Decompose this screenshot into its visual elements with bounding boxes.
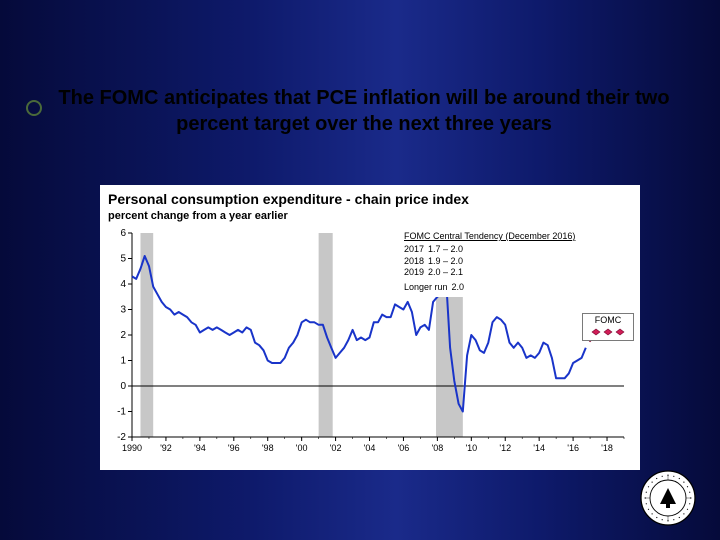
svg-text:'96: '96 — [228, 443, 240, 453]
bullet-icon — [26, 100, 42, 116]
federal-reserve-seal-icon — [640, 470, 696, 526]
svg-text:3: 3 — [120, 305, 126, 316]
legend-fomc: FOMC — [582, 313, 634, 341]
svg-text:'94: '94 — [194, 443, 206, 453]
chart-title: Personal consumption expenditure - chain… — [108, 191, 469, 207]
chart-subtitle: percent change from a year earlier — [108, 210, 288, 222]
svg-text:1990: 1990 — [122, 443, 142, 453]
svg-text:'02: '02 — [330, 443, 342, 453]
annot-title: FOMC Central Tendency (December 2016) — [404, 231, 626, 242]
svg-text:'12: '12 — [499, 443, 511, 453]
svg-text:'14: '14 — [533, 443, 545, 453]
slide: The FOMC anticipates that PCE inflation … — [0, 0, 720, 540]
annot-footer: Longer run2.0 — [404, 282, 468, 293]
svg-text:4: 4 — [120, 279, 126, 290]
svg-text:'00: '00 — [296, 443, 308, 453]
annot-table: 20171.7 – 2.0 20181.9 – 2.0 20192.0 – 2.… — [404, 244, 467, 278]
svg-text:'18: '18 — [601, 443, 613, 453]
svg-text:'98: '98 — [262, 443, 274, 453]
fomc-tendency-box: FOMC Central Tendency (December 2016) 20… — [398, 227, 632, 297]
svg-text:1: 1 — [120, 356, 126, 367]
svg-text:-2: -2 — [117, 432, 126, 443]
slide-headline: The FOMC anticipates that PCE inflation … — [48, 85, 680, 137]
svg-text:'08: '08 — [432, 443, 444, 453]
chart-card: Personal consumption expenditure - chain… — [100, 185, 640, 470]
svg-text:6: 6 — [120, 228, 126, 239]
svg-text:0: 0 — [120, 381, 126, 392]
svg-text:5: 5 — [120, 254, 126, 265]
svg-text:'04: '04 — [364, 443, 376, 453]
svg-text:'10: '10 — [465, 443, 477, 453]
svg-text:-1: -1 — [117, 407, 126, 418]
svg-text:'06: '06 — [398, 443, 410, 453]
svg-text:'16: '16 — [567, 443, 579, 453]
legend-label: FOMC — [595, 315, 622, 325]
svg-text:'92: '92 — [160, 443, 172, 453]
svg-text:2: 2 — [120, 330, 126, 341]
